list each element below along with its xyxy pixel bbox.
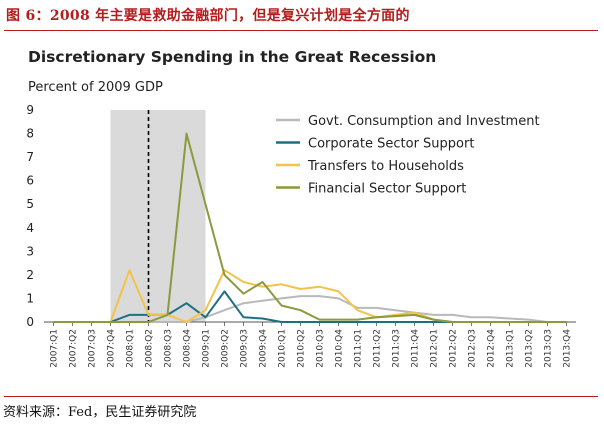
x-tick-label: 2013:Q2 bbox=[525, 329, 535, 368]
x-tick-label: 2011:Q1 bbox=[354, 329, 364, 368]
x-tick-label: 2011:Q3 bbox=[392, 329, 402, 368]
source-note: 资料来源：Fed，民生证券研究院 bbox=[3, 405, 197, 420]
figure-caption: 图 6：2008 年主要是救助金融部门，但是复兴计划是全方面的 bbox=[6, 8, 410, 24]
x-tick-label: 2009:Q1 bbox=[202, 329, 212, 368]
x-tick-label: 2008:Q3 bbox=[164, 329, 174, 368]
x-tick-label: 2008:Q1 bbox=[126, 329, 136, 368]
x-tick-label: 2008:Q2 bbox=[145, 329, 155, 368]
y-tick-label: 9 bbox=[26, 103, 34, 117]
x-tick-label: 2013:Q4 bbox=[563, 329, 573, 368]
x-tick-label: 2010:Q2 bbox=[297, 329, 307, 368]
x-tick-label: 2012:Q2 bbox=[449, 329, 459, 368]
legend-label-transfers: Transfers to Households bbox=[307, 159, 464, 174]
source-divider bbox=[4, 396, 598, 397]
x-tick-label: 2009:Q3 bbox=[240, 329, 250, 368]
x-tick-label: 2007:Q2 bbox=[69, 329, 79, 368]
x-tick-label: 2009:Q2 bbox=[221, 329, 231, 368]
x-tick-label: 2008:Q4 bbox=[183, 329, 193, 368]
x-tick-label: 2010:Q3 bbox=[316, 329, 326, 368]
x-tick-label: 2013:Q1 bbox=[506, 329, 516, 368]
y-tick-label: 7 bbox=[26, 150, 34, 164]
x-tick-label: 2011:Q2 bbox=[373, 329, 383, 368]
series-line-financial bbox=[53, 132, 567, 323]
legend-label-corporate: Corporate Sector Support bbox=[308, 137, 474, 152]
axis-layer: 0 1 2 3 4 5 6 7 8 9 2007:Q1 2007:Q2 2007:Q3 2007:Q4 20… bbox=[26, 103, 576, 368]
y-tick-label: 8 bbox=[26, 127, 34, 141]
x-tick-label: 2011:Q4 bbox=[411, 329, 421, 368]
x-tick-label: 2009:Q4 bbox=[259, 329, 269, 368]
recession-shade bbox=[110, 110, 206, 322]
x-tick-label: 2012:Q1 bbox=[430, 329, 440, 368]
y-tick-label: 5 bbox=[26, 197, 34, 211]
caption-divider bbox=[4, 30, 598, 31]
legend-label-financial: Financial Sector Support bbox=[308, 182, 466, 197]
x-tick-label: 2012:Q3 bbox=[468, 329, 478, 368]
legend-label-govt: Govt. Consumption and Investment bbox=[308, 114, 540, 129]
y-tick-label: 2 bbox=[26, 268, 34, 282]
x-tick-label: 2007:Q4 bbox=[107, 329, 117, 368]
x-tick-label: 2012:Q4 bbox=[487, 329, 497, 368]
y-tick-label: 0 bbox=[26, 315, 34, 329]
y-axis-label: Percent of 2009 GDP bbox=[28, 80, 163, 95]
y-tick-label: 1 bbox=[26, 291, 34, 305]
legend: Govt. Consumption and Investment Corporat… bbox=[276, 114, 540, 197]
x-tick-label: 2007:Q3 bbox=[88, 329, 98, 368]
series-layer bbox=[53, 132, 567, 323]
recession-shading-layer bbox=[110, 110, 206, 322]
x-tick-label: 2010:Q4 bbox=[335, 329, 345, 368]
x-tick-label: 2007:Q1 bbox=[50, 329, 60, 368]
y-tick-label: 4 bbox=[26, 221, 34, 235]
x-tick-label: 2010:Q1 bbox=[278, 329, 288, 368]
x-tick-label: 2013:Q3 bbox=[544, 329, 554, 368]
chart-title: Discretionary Spending in the Great Rece… bbox=[28, 48, 437, 66]
y-tick-label: 3 bbox=[26, 244, 34, 258]
y-tick-label: 6 bbox=[26, 174, 34, 188]
